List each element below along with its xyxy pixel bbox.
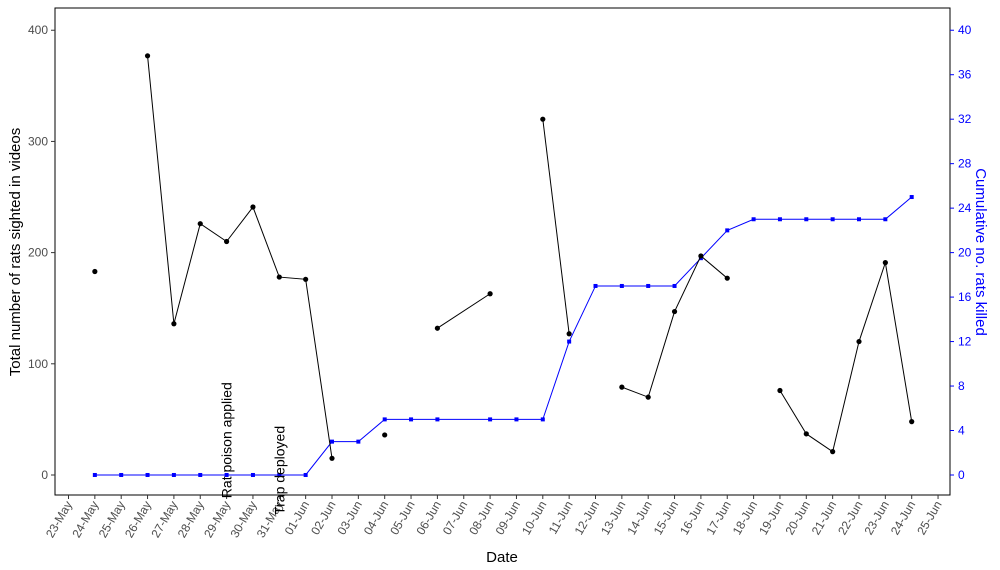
sighted-point (303, 276, 309, 282)
killed-point (567, 339, 572, 344)
killed-point (593, 283, 598, 288)
killed-point (303, 472, 308, 477)
sighted-line-segment (147, 55, 333, 459)
annotation-label: Rat poison applied (219, 382, 235, 498)
killed-point (435, 417, 440, 422)
killed-point (198, 472, 203, 477)
sighted-point (830, 449, 836, 455)
killed-point (725, 228, 730, 233)
y-right-tick-label: 0 (958, 468, 965, 482)
killed-point (224, 472, 229, 477)
killed-point (382, 417, 387, 422)
killed-point (619, 283, 624, 288)
killed-point (804, 217, 809, 222)
plot-panel-border (54, 7, 951, 496)
series-rats-sighted (92, 53, 915, 461)
y-right-tick-label: 4 (958, 424, 965, 438)
y-left-tick-label: 300 (28, 134, 48, 148)
sighted-point (724, 275, 730, 281)
killed-point (883, 217, 888, 222)
killed-point (277, 472, 282, 477)
sighted-point (434, 325, 440, 331)
annotations: Rat poison applied Trap deployed (219, 382, 288, 515)
killed-point (171, 472, 176, 477)
sighted-point (92, 268, 98, 275)
killed-point (409, 417, 414, 422)
sighted-point (382, 432, 388, 438)
y-axis-left-title: Total number of rats sighted in videos (7, 128, 24, 376)
sighted-point (276, 274, 282, 280)
killed-point (540, 417, 545, 422)
sighted-point (487, 291, 493, 297)
x-axis-title: Date (486, 549, 518, 566)
y-axis-left: 0 100 200 300 400 (28, 23, 55, 482)
y-right-tick-label: 12 (958, 335, 972, 349)
y-right-tick-label: 28 (958, 157, 972, 171)
y-right-tick-label: 16 (958, 290, 972, 304)
sighted-point (197, 221, 203, 227)
annotation-label: Trap deployed (271, 426, 287, 515)
killed-point (751, 217, 756, 222)
sighted-point (224, 238, 230, 245)
sighted-point (777, 387, 783, 394)
sighted-line-segment (437, 293, 491, 329)
y-right-tick-label: 8 (958, 379, 965, 393)
killed-point (145, 472, 150, 477)
killed-point (857, 217, 861, 222)
sighted-line-segment (779, 262, 913, 453)
killed-point (330, 439, 334, 444)
sighted-point (540, 116, 546, 122)
sighted-point (882, 260, 888, 266)
killed-point (92, 472, 97, 477)
y-right-tick-label: 20 (958, 246, 972, 260)
sighted-point (803, 431, 809, 437)
y-left-tick-label: 100 (28, 357, 48, 371)
sighted-point (698, 253, 704, 259)
killed-point (356, 439, 361, 444)
y-left-tick-label: 0 (41, 468, 48, 482)
sighted-point (144, 53, 151, 59)
y-right-tick-label: 32 (958, 112, 972, 126)
killed-point (672, 283, 677, 288)
sighted-point (856, 338, 862, 345)
series-cumulative-killed (92, 195, 914, 477)
killed-point (909, 195, 914, 200)
y-left-tick-label: 400 (28, 23, 48, 37)
sighted-line-segment (542, 119, 570, 334)
y-axis-right-title: Cumulative no. rats killed (972, 168, 989, 336)
sighted-point (619, 384, 625, 390)
y-axis-right: 0 4 8 12 16 20 24 28 32 36 40 (950, 23, 972, 482)
killed-point (777, 217, 782, 222)
killed-point (646, 283, 651, 288)
sighted-point (171, 321, 177, 327)
sighted-point (566, 331, 572, 337)
killed-point (830, 217, 835, 222)
killed-point (514, 417, 519, 422)
sighted-point (250, 204, 256, 210)
sighted-point (645, 394, 651, 400)
sighted-point (329, 455, 335, 461)
killed-point (488, 417, 493, 422)
y-right-tick-label: 36 (958, 68, 972, 82)
sighted-point (909, 419, 915, 425)
killed-point (119, 472, 124, 477)
sighted-point (671, 308, 678, 315)
y-right-tick-label: 40 (958, 23, 972, 37)
y-right-tick-label: 24 (958, 201, 972, 215)
killed-point (250, 472, 255, 477)
y-left-tick-label: 200 (28, 246, 48, 260)
